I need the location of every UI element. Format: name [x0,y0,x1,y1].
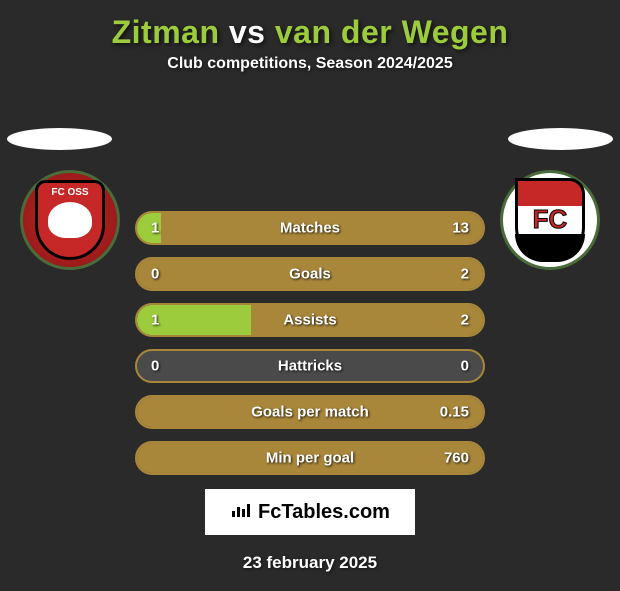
stat-row: 0 2 Goals [135,257,485,291]
stat-value-right: 2 [461,312,469,329]
stat-value-left: 1 [151,220,159,237]
stat-label: Goals [289,266,331,283]
player2-name: van der Wegen [275,14,509,50]
date-text: 23 february 2025 [0,535,620,591]
vs-text: vs [229,14,266,50]
stats-card: Zitman vs van der Wegen Club competition… [0,0,620,580]
fc-oss-shield: FC OSS [35,180,105,260]
stat-label: Min per goal [266,450,354,467]
stat-value-left: 1 [151,312,159,329]
stat-label: Hattricks [278,358,342,375]
stat-value-right: 0.15 [440,404,469,421]
player1-silhouette [7,128,112,150]
stats-list: 1 13 Matches 0 2 Goals 1 2 Assists 0 0 Hattricks 0.1… [135,91,485,475]
bull-icon [48,202,92,238]
stat-value-right: 760 [444,450,469,467]
page-title: Zitman vs van der Wegen [0,0,620,55]
stat-row: 0.15 Goals per match [135,395,485,429]
brand-box[interactable]: FcTables.com [205,489,415,535]
player2-silhouette [508,128,613,150]
club-logo-left: FC OSS [20,170,120,270]
stat-value-left: 0 [151,266,159,283]
brand-text: FcTables.com [258,501,390,524]
stat-row: 0 0 Hattricks [135,349,485,383]
stat-row: 1 13 Matches [135,211,485,245]
stat-label: Assists [283,312,336,329]
fc-utrecht-shield: FC [515,178,585,262]
chart-icon [230,501,252,524]
stat-value-right: 13 [452,220,469,237]
stat-value-left: 0 [151,358,159,375]
stat-label: Matches [280,220,340,237]
stat-row: 760 Min per goal [135,441,485,475]
subtitle: Club competitions, Season 2024/2025 [0,55,620,91]
shield-border [515,178,585,262]
stat-row: 1 2 Assists [135,303,485,337]
stat-value-right: 2 [461,266,469,283]
fc-oss-text: FC OSS [51,187,88,198]
club-logo-right: FC [500,170,600,270]
stat-label: Goals per match [251,404,369,421]
player1-name: Zitman [112,14,220,50]
stat-value-right: 0 [461,358,469,375]
